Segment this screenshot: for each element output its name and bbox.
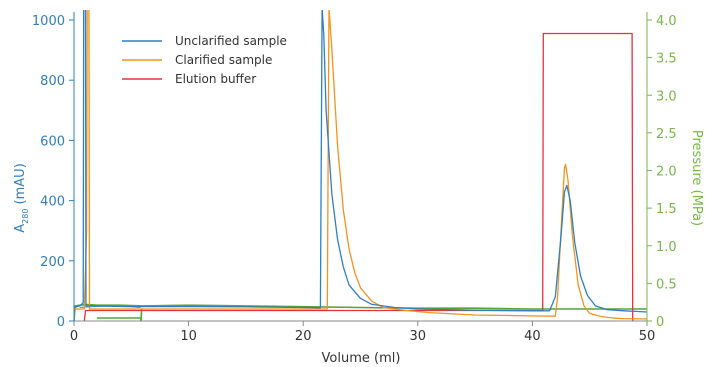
y-tick-label: 200 [40,255,65,270]
y-axis-title-main: A [13,224,28,233]
y2-tick-label: 4.0 [656,14,677,29]
y-axis-title-sub: 280 [21,209,30,224]
y-tick-label: 400 [40,195,65,210]
y-tick-label: 800 [40,74,65,89]
x-ticks: 0 10 20 30 40 50 [70,321,655,344]
y-tick-label: 1000 [32,14,65,29]
x-tick-label: 20 [295,329,312,344]
series-layer [74,10,647,322]
y-tick-label: 600 [40,134,65,149]
y-ticks: 0 200 400 600 800 1000 [32,14,74,330]
series-unclarified-sample-line [74,10,647,313]
x-tick-label: 10 [180,329,197,344]
y-axis-title: A280 (mAU) [13,163,30,233]
x-tick-label: 50 [639,329,656,344]
y2-tick-label: 1.0 [656,240,677,255]
y2-tick-label: 0.5 [656,277,677,292]
x-tick-label: 30 [410,329,427,344]
x-tick-label: 0 [70,329,78,344]
y-axis-title-suffix: (mAU) [13,163,28,208]
y2-tick-label: 3.0 [656,89,677,104]
legend-label: Unclarified sample [175,34,287,48]
y2-tick-label: 1.5 [656,202,677,217]
plot-area [73,10,648,322]
y2-tick-label: 0 [656,315,664,330]
y-tick-label: 0 [57,315,65,330]
y2-tick-label: 3.5 [656,52,677,67]
y2-tick-label: 2.0 [656,165,677,180]
series-clarified-sample-line [74,10,647,320]
legend-label: Clarified sample [175,53,272,67]
x-axis-title: Volume (ml) [322,351,401,366]
y2-ticks: 0 0.5 1.0 1.5 2.0 2.5 3.0 3.5 4.0 [647,14,677,330]
series-elution-buffer-line [83,32,634,322]
legend-label: Elution buffer [175,72,256,86]
y2-axis-title: Pressure (MPa) [689,130,704,226]
y2-tick-label: 2.5 [656,127,677,142]
x-tick-label: 40 [524,329,541,344]
legend: Unclarified sample Clarified sample Elutio… [122,34,287,86]
